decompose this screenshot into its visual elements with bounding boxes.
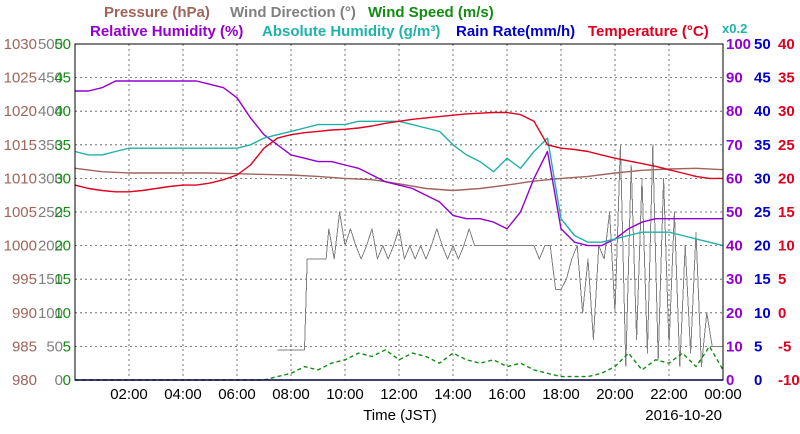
x-tick-label: 02:00 xyxy=(110,386,148,403)
temperature-tick-label: 30 xyxy=(778,103,795,120)
temperature-tick-label: 25 xyxy=(778,137,795,154)
wind-direction-tick-label: 350 xyxy=(38,137,63,154)
rain-rate-tick-label: 35 xyxy=(754,137,771,154)
legend-temperature: Temperature (°C) xyxy=(588,23,709,40)
wind-direction-tick-label: 450 xyxy=(38,70,63,87)
x-tick-label: 04:00 xyxy=(164,386,202,403)
legend-relative-humidity: Relative Humidity (%) xyxy=(90,23,243,40)
x-axis-label: Time (JST) xyxy=(363,407,437,424)
rain-rate-tick-label: 45 xyxy=(754,70,771,87)
rain-rate-tick-label: 0 xyxy=(754,372,762,389)
x-tick-label: 00:00 xyxy=(704,386,742,403)
rain-rate-tick-label: 25 xyxy=(754,204,771,221)
relative-humidity-tick-label: 10 xyxy=(726,338,743,355)
temperature-tick-label: 10 xyxy=(778,238,795,255)
relative-humidity-tick-label: 40 xyxy=(726,238,743,255)
series-line-pressure-hpa xyxy=(74,167,724,192)
relative-humidity-tick-label: 60 xyxy=(726,170,743,187)
pressure-tick-label: 990 xyxy=(12,305,37,322)
x-tick-label: 12:00 xyxy=(380,386,418,403)
pressure-tick-label: 1010 xyxy=(4,170,37,187)
relative-humidity-tick-label: 90 xyxy=(726,70,743,87)
relative-humidity-tick-label: 70 xyxy=(726,137,743,154)
wind-direction-tick-label: 500 xyxy=(38,36,63,53)
temperature-tick-label: -5 xyxy=(778,338,791,355)
relative-humidity-tick-label: 0 xyxy=(726,372,734,389)
wind-direction-tick-label: 250 xyxy=(38,204,63,221)
legend-pressure: Pressure (hPa) xyxy=(104,4,210,21)
wind-speed-tick-label: 40 xyxy=(54,103,71,120)
rain-rate-tick-label: 5 xyxy=(754,338,762,355)
relative-humidity-tick-label: 50 xyxy=(726,204,743,221)
wind-speed-tick-label: 20 xyxy=(54,238,71,255)
rain-rate-tick-label: 10 xyxy=(754,305,771,322)
axis-labels: 02:00 04:00 06:00 08:00 10:00 12:00 14:00 16:00… xyxy=(4,36,800,403)
rain-rate-tick-label: 40 xyxy=(754,103,771,120)
abs-humidity-scale-note: x0.2 xyxy=(722,21,747,36)
x-tick-label: 08:00 xyxy=(272,386,310,403)
wind-direction-tick-label: 0 xyxy=(55,372,63,389)
wind-speed-tick-label: 35 xyxy=(54,137,71,154)
wind-direction-tick-label: 200 xyxy=(38,238,63,255)
x-tick-label: 16:00 xyxy=(488,386,526,403)
pressure-tick-label: 1025 xyxy=(4,70,37,87)
legend-wind-direction: Wind Direction (°) xyxy=(230,4,356,21)
wind-direction-tick-label: 150 xyxy=(38,271,63,288)
series-line-wind-direction xyxy=(277,144,723,368)
rain-rate-tick-label: 20 xyxy=(754,238,771,255)
pressure-tick-label: 1005 xyxy=(4,204,37,221)
relative-humidity-tick-label: 20 xyxy=(726,305,743,322)
wind-speed-tick-label: 15 xyxy=(54,271,71,288)
legend-wind-speed: Wind Speed (m/s) xyxy=(368,4,494,21)
pressure-tick-label: 1020 xyxy=(4,103,37,120)
pressure-tick-label: 1030 xyxy=(4,36,37,53)
relative-humidity-tick-label: 100 xyxy=(726,36,751,53)
wind-direction-tick-label: 100 xyxy=(38,305,63,322)
pressure-tick-label: 985 xyxy=(12,338,37,355)
date-label: 2016-10-20 xyxy=(645,407,722,424)
plot-frame xyxy=(74,43,724,381)
pressure-tick-label: 1000 xyxy=(4,238,37,255)
temperature-tick-label: 35 xyxy=(778,70,795,87)
x-tick-label: 06:00 xyxy=(218,386,256,403)
x-tick-label: 10:00 xyxy=(326,386,364,403)
temperature-tick-label: 15 xyxy=(778,204,795,221)
temperature-tick-label: -10 xyxy=(778,372,800,389)
wind-speed-tick-label: 45 xyxy=(54,70,71,87)
x-tick-label: 14:00 xyxy=(434,386,472,403)
pressure-tick-label: 1015 xyxy=(4,137,37,154)
wind-speed-tick-label: 10 xyxy=(54,305,71,322)
wind-speed-tick-label: 0 xyxy=(63,372,71,389)
series-line-wind-speed-m-s xyxy=(75,345,724,381)
rain-rate-tick-label: 50 xyxy=(754,36,771,53)
x-tick-label: 20:00 xyxy=(596,386,634,403)
wind-direction-tick-label: 400 xyxy=(38,103,63,120)
temperature-tick-label: 0 xyxy=(778,305,786,322)
wind-speed-tick-label: 50 xyxy=(54,36,71,53)
wind-speed-tick-label: 5 xyxy=(63,338,71,355)
x-tick-label: 18:00 xyxy=(542,386,580,403)
rain-rate-tick-label: 30 xyxy=(754,170,771,187)
wind-speed-tick-label: 25 xyxy=(54,204,71,221)
relative-humidity-tick-label: 30 xyxy=(726,271,743,288)
temperature-tick-label: 20 xyxy=(778,170,795,187)
x-tick-label: 22:00 xyxy=(650,386,688,403)
pressure-tick-label: 995 xyxy=(12,271,37,288)
rain-rate-tick-label: 15 xyxy=(754,271,771,288)
wind-direction-tick-label: 300 xyxy=(38,170,63,187)
legend-absolute-humidity: Absolute Humidity (g/m³) xyxy=(262,23,440,40)
series-line-temperature-c xyxy=(74,111,723,193)
pressure-tick-label: 980 xyxy=(12,372,37,389)
wind-speed-tick-label: 30 xyxy=(54,170,71,187)
relative-humidity-tick-label: 80 xyxy=(726,103,743,120)
temperature-tick-label: 5 xyxy=(778,271,786,288)
wind-direction-tick-label: 50 xyxy=(46,338,63,355)
temperature-tick-label: 40 xyxy=(778,36,795,53)
legend-rain-rate: Rain Rate(mm/h) xyxy=(456,23,575,40)
